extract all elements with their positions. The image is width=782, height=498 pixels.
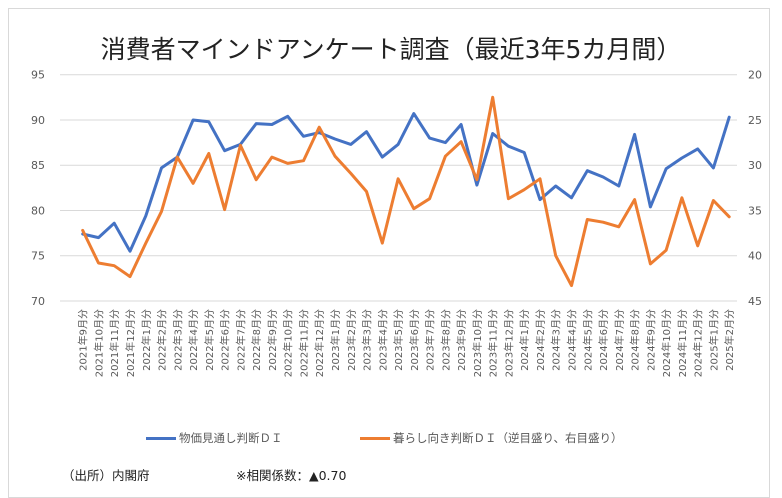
x-axis-tick-label: 2022年10月分 <box>282 309 295 377</box>
x-axis-tick-label: 2024年3月分 <box>550 309 563 371</box>
x-axis-tick-label: 2024年6月分 <box>597 309 610 371</box>
x-axis-ticks: 2021年9月分 2021年10月分 2021年11月分 2021年12月分 2022年… <box>77 309 737 377</box>
x-axis-tick-label: 2021年9月分 <box>77 309 90 371</box>
x-axis-tick-label: 2024年5月分 <box>581 309 594 371</box>
x-axis-tick-label: 2023年6月分 <box>408 309 421 371</box>
series-lines <box>81 95 731 288</box>
x-axis-tick-label: 2023年1月分 <box>329 309 342 371</box>
x-axis-tick-label: 2023年9月分 <box>455 309 468 371</box>
x-axis-tick-label: 2023年10月分 <box>471 309 484 377</box>
x-axis-tick-label: 2024年4月分 <box>566 309 579 371</box>
x-axis-tick-label: 2023年3月分 <box>361 309 374 371</box>
x-axis-tick-label: 2023年8月分 <box>439 309 452 371</box>
x-axis-tick-label: 2022年6月分 <box>219 309 232 371</box>
x-axis-tick-label: 2025年1月分 <box>707 309 720 371</box>
x-axis-tick-label: 2024年12月分 <box>692 309 705 377</box>
x-axis-tick-label: 2023年12月分 <box>502 309 515 377</box>
legend-item-living-conditions: 暮らし向き判断ＤＩ（逆目盛り、右目盛り） <box>360 430 623 446</box>
x-axis-tick-label: 2022年7月分 <box>234 309 247 371</box>
chart-frame <box>8 8 770 498</box>
x-axis-tick-label: 2023年2月分 <box>345 309 358 371</box>
series-line-price-outlook <box>81 112 731 253</box>
x-axis-tick-label: 2021年11月分 <box>108 309 121 377</box>
x-axis-tick-label: 2024年2月分 <box>534 309 547 371</box>
left-axis-tick-label: 75 <box>31 250 45 263</box>
series-line-living-conditions <box>81 95 731 288</box>
x-axis-tick-label: 2023年7月分 <box>424 309 437 371</box>
x-axis-tick-label: 2022年8月分 <box>250 309 263 371</box>
correlation-note: ※相関係数：▲0.70 <box>236 468 347 483</box>
x-axis-tick-label: 2023年11月分 <box>487 309 500 377</box>
right-axis-tick-label: 40 <box>748 250 762 263</box>
legend-label-living-conditions: 暮らし向き判断ＤＩ（逆目盛り、右目盛り） <box>393 431 623 445</box>
x-axis-tick-label: 2023年5月分 <box>392 309 405 371</box>
right-axis-tick-label: 35 <box>748 204 762 217</box>
x-axis-tick-label: 2022年5月分 <box>203 309 216 371</box>
left-axis-tick-label: 90 <box>31 114 45 127</box>
x-axis-tick-label: 2022年1月分 <box>140 309 153 371</box>
legend-item-price-outlook: 物価見通し判断ＤＩ <box>146 430 283 446</box>
source-note: （出所）内閣府 <box>62 468 150 483</box>
x-axis-tick-label: 2022年9月分 <box>266 309 279 371</box>
x-axis-tick-label: 2021年12月分 <box>124 309 137 377</box>
legend-swatch-blue <box>146 436 176 440</box>
x-axis-tick-label: 2024年11月分 <box>676 309 689 377</box>
legend-label-price-outlook: 物価見通し判断ＤＩ <box>179 431 283 445</box>
x-axis-tick-label: 2022年4月分 <box>187 309 200 371</box>
chart-title: 消費者マインドアンケート調査（最近3年5カ月間） <box>100 35 682 64</box>
right-axis-tick-label: 45 <box>748 295 762 308</box>
left-axis-ticks: 70 75 80 85 90 95 <box>31 69 45 308</box>
x-axis-tick-label: 2022年11月分 <box>297 309 310 377</box>
gridlines <box>60 74 737 302</box>
x-axis-tick-label: 2023年4月分 <box>376 309 389 371</box>
x-axis-tick-label: 2025年2月分 <box>723 309 736 371</box>
left-axis-tick-label: 95 <box>31 69 45 82</box>
x-axis-tick-label: 2024年9月分 <box>644 309 657 371</box>
right-axis-ticks: 20 25 30 35 40 45 <box>748 69 762 308</box>
right-axis-tick-label: 30 <box>748 159 762 172</box>
x-axis-tick-label: 2022年12月分 <box>313 309 326 377</box>
right-axis-tick-label: 20 <box>748 69 762 82</box>
left-axis-tick-label: 70 <box>31 295 45 308</box>
x-axis-tick-label: 2024年10月分 <box>660 309 673 377</box>
x-axis-tick-label: 2022年3月分 <box>171 309 184 371</box>
left-axis-tick-label: 80 <box>31 204 45 217</box>
x-axis-tick-label: 2024年7月分 <box>613 309 626 371</box>
x-axis-tick-label: 2021年10月分 <box>92 309 105 377</box>
right-axis-tick-label: 25 <box>748 114 762 127</box>
x-axis-tick-label: 2022年2月分 <box>156 309 169 371</box>
x-axis-tick-label: 2024年8月分 <box>629 309 642 371</box>
x-axis-tick-label: 2024年1月分 <box>518 309 531 371</box>
legend-swatch-orange <box>360 436 390 440</box>
left-axis-tick-label: 85 <box>31 159 45 172</box>
